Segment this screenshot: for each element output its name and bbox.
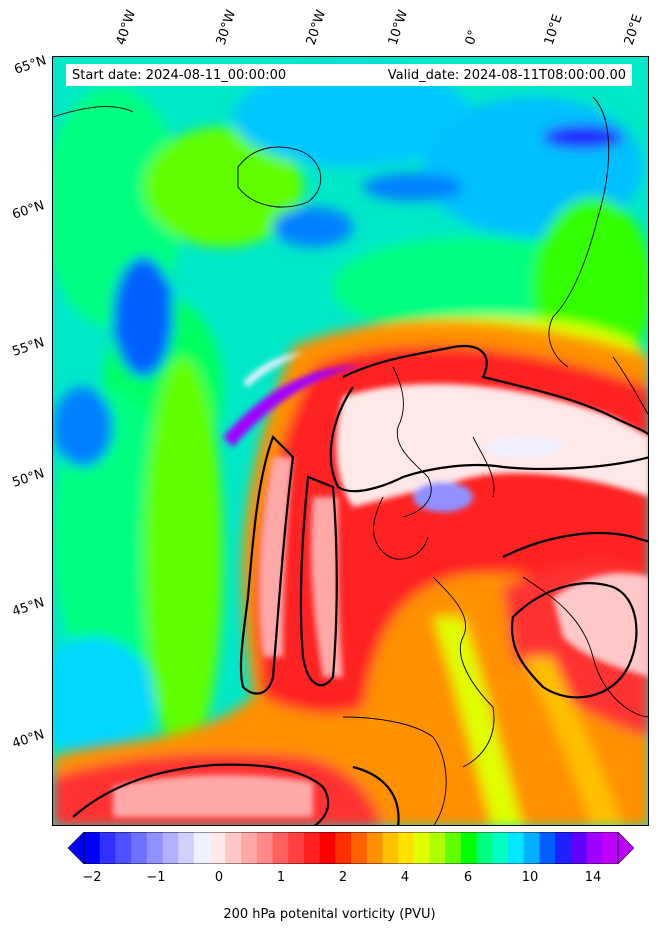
colorbar-cell xyxy=(351,832,368,864)
colorbar-cell xyxy=(146,832,164,864)
colorbar-cell xyxy=(272,832,289,864)
colorbar-cell xyxy=(586,832,603,864)
valid-date: Valid_date: 2024-08-11T08:00:00.00 xyxy=(387,67,626,83)
colorbar-cell xyxy=(131,832,148,864)
lon-label-20e: 20°E xyxy=(621,12,646,48)
colorbar-cell xyxy=(413,832,431,864)
lat-label-40n: 40°N xyxy=(10,727,47,752)
colorbar-cell xyxy=(398,832,415,864)
cb-tick-8: 14 xyxy=(584,870,602,885)
colorbar-cell xyxy=(492,832,509,864)
pv-map xyxy=(52,56,649,826)
colorbar-cell xyxy=(288,832,305,864)
colorbar-cell xyxy=(225,832,242,864)
colorbar-outline xyxy=(83,832,619,864)
colorbar-cell xyxy=(256,832,274,864)
colorbar-over-triangle xyxy=(617,832,634,864)
cb-tick-1: −1 xyxy=(146,870,166,885)
colorbar-cell xyxy=(162,832,179,864)
colorbar-cells xyxy=(84,832,619,864)
colorbar-cell xyxy=(476,832,493,864)
colorbar-cell xyxy=(523,832,541,864)
lon-label-10e: 10°E xyxy=(541,12,566,48)
colorbar-cell xyxy=(115,832,132,864)
cb-tick-2: 0 xyxy=(214,870,224,885)
lat-label-60n: 60°N xyxy=(10,198,47,223)
colorbar-cell xyxy=(429,832,446,864)
colorbar-cell xyxy=(539,832,556,864)
colorbar-cell xyxy=(382,832,399,864)
colorbar-cell xyxy=(445,832,462,864)
colorbar-cell xyxy=(366,832,384,864)
colorbar-cell xyxy=(335,832,352,864)
lon-label-40w: 40°W xyxy=(113,8,140,47)
colorbar-label: 200 hPa potenital vorticity (PVU) xyxy=(223,907,436,922)
lat-label-65n: 65°N xyxy=(12,53,49,78)
colorbar-cell xyxy=(602,832,619,864)
lon-label-0: 0° xyxy=(462,28,482,47)
cb-tick-5: 4 xyxy=(400,870,410,885)
lon-label-20w: 20°W xyxy=(303,8,330,47)
cb-tick-7: 10 xyxy=(521,870,539,885)
colorbar-cell xyxy=(508,832,525,864)
colorbar xyxy=(68,832,634,864)
colorbar-cell xyxy=(319,832,336,864)
colorbar-under-triangle xyxy=(68,832,85,864)
lat-label-45n: 45°N xyxy=(10,595,47,620)
colorbar-cell xyxy=(209,832,226,864)
colorbar-cell xyxy=(241,832,258,864)
lon-label-10w: 10°W xyxy=(385,8,412,47)
start-date: Start date: 2024-08-11_00:00:00 xyxy=(72,67,287,83)
cb-tick-6: 6 xyxy=(463,870,473,885)
colorbar-cell xyxy=(84,832,101,864)
colorbar-cell xyxy=(555,832,572,864)
colorbar-cell xyxy=(178,832,195,864)
cb-tick-3: 1 xyxy=(276,870,286,885)
colorbar-cell xyxy=(570,832,588,864)
colorbar-cell xyxy=(193,832,211,864)
colorbar-cell xyxy=(303,832,321,864)
colorbar-cell xyxy=(99,832,117,864)
date-box: Start date: 2024-08-11_00:00:00 Valid_da… xyxy=(66,64,632,86)
cb-tick-4: 2 xyxy=(338,870,348,885)
colorbar-cell xyxy=(460,832,478,864)
pv-field xyxy=(53,57,648,825)
cb-tick-0: −2 xyxy=(82,870,102,885)
lat-label-50n: 50°N xyxy=(10,466,47,491)
lat-label-55n: 55°N xyxy=(10,335,47,360)
lon-label-30w: 30°W xyxy=(213,8,240,47)
